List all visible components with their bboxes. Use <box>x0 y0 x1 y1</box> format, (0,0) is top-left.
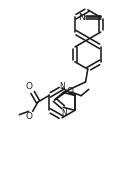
Text: O: O <box>25 112 32 121</box>
Text: N: N <box>59 81 65 90</box>
Text: O: O <box>66 87 74 96</box>
Text: O: O <box>25 83 32 91</box>
Text: N: N <box>61 109 67 118</box>
Text: N: N <box>78 13 85 22</box>
